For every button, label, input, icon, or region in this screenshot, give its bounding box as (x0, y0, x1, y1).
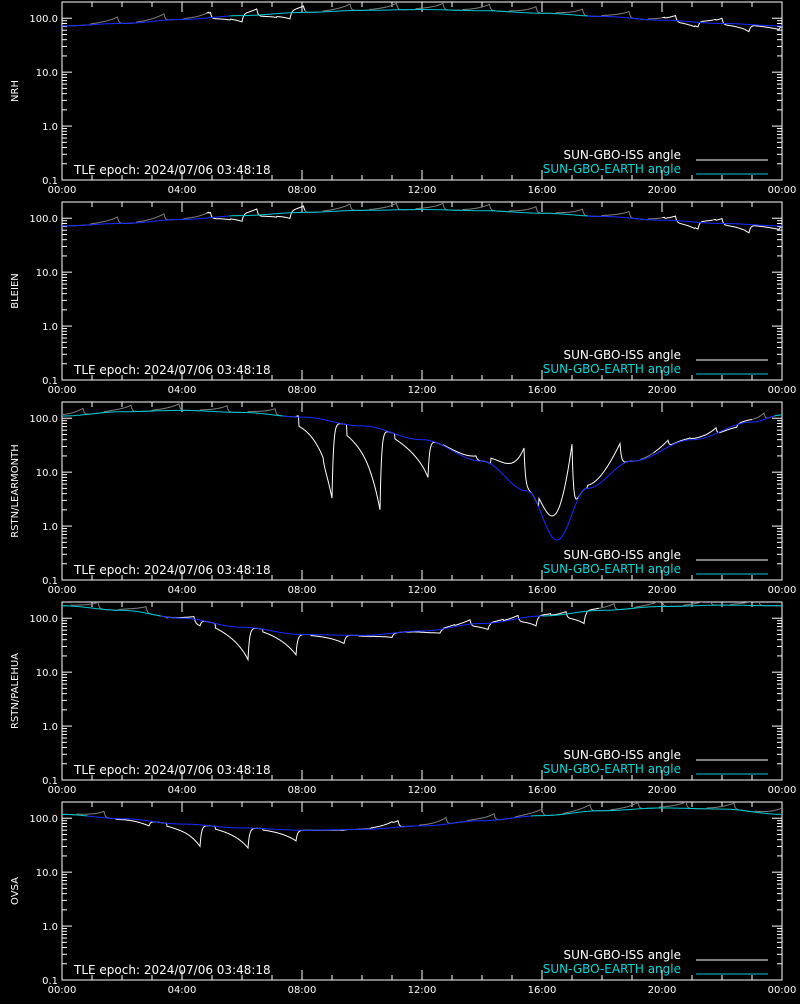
x-tick-label: 08:00 (288, 185, 317, 196)
x-tick-label: 20:00 (648, 985, 677, 996)
y-tick-label: 1.0 (42, 922, 58, 933)
y-axis-label: BLEIEN (10, 273, 21, 309)
iss-angle-line-sunlit (114, 819, 408, 849)
x-tick-label: 00:00 (768, 585, 797, 596)
x-tick-label: 08:00 (288, 785, 317, 796)
x-tick-label: 00:00 (768, 385, 797, 396)
earth-angle-line (230, 10, 589, 17)
y-tick-label: 100.0 (29, 414, 58, 425)
legend-earth-label: SUN-GBO-EARTH angle (543, 962, 681, 976)
x-tick-label: 04:00 (168, 185, 197, 196)
x-tick-label: 04:00 (168, 785, 197, 796)
x-tick-label: 04:00 (168, 385, 197, 396)
earth-angle-line (230, 210, 589, 217)
tle-epoch-label: TLE epoch: 2024/07/06 03:48:18 (73, 963, 271, 977)
x-tick-label: 12:00 (408, 585, 437, 596)
y-axis-label: RSTN/PALEHUA (10, 653, 21, 729)
tle-epoch-label: TLE epoch: 2024/07/06 03:48:18 (73, 563, 271, 577)
x-tick-label: 08:00 (288, 985, 317, 996)
legend-earth-label: SUN-GBO-EARTH angle (543, 162, 681, 176)
y-tick-label: 10.0 (36, 468, 58, 479)
x-tick-label: 16:00 (528, 385, 557, 396)
iss-angle-line-sunlit (297, 416, 636, 516)
y-axis-label: NRH (10, 80, 21, 102)
legend-iss-label: SUN-GBO-ISS angle (564, 348, 681, 362)
x-tick-label: 20:00 (648, 585, 677, 596)
tle-epoch-label: TLE epoch: 2024/07/06 03:48:18 (73, 363, 271, 377)
y-tick-label: 1.0 (42, 722, 58, 733)
earth-angle-line-low (88, 816, 532, 830)
plot-area (62, 404, 782, 540)
iss-angle-line-shadow (599, 599, 782, 610)
iss-angle-line-sunlit (207, 6, 306, 22)
x-tick-label: 04:00 (168, 585, 197, 596)
iss-angle-line-shadow (62, 602, 164, 616)
legend-iss-label: SUN-GBO-ISS angle (564, 748, 681, 762)
y-tick-label: 1.0 (42, 522, 58, 533)
legend-earth-label: SUN-GBO-EARTH angle (543, 762, 681, 776)
x-tick-label: 04:00 (168, 985, 197, 996)
x-tick-label: 00:00 (768, 185, 797, 196)
iss-angle-line-shadow (407, 802, 782, 827)
x-tick-label: 08:00 (288, 385, 317, 396)
x-tick-label: 16:00 (528, 185, 557, 196)
x-tick-label: 20:00 (648, 385, 677, 396)
plot-area (62, 203, 782, 232)
x-tick-label: 16:00 (528, 985, 557, 996)
y-axis-label: OVSA (10, 877, 21, 905)
x-tick-label: 16:00 (528, 585, 557, 596)
tle-epoch-label: TLE epoch: 2024/07/06 03:48:18 (73, 163, 271, 177)
tle-epoch-label: TLE epoch: 2024/07/06 03:48:18 (73, 763, 271, 777)
x-tick-label: 12:00 (408, 185, 437, 196)
x-tick-label: 00:00 (48, 785, 77, 796)
y-tick-label: 100.0 (29, 814, 58, 825)
x-tick-label: 12:00 (408, 985, 437, 996)
iss-angle-line-sunlit (207, 206, 306, 221)
x-tick-label: 00:00 (48, 385, 77, 396)
earth-angle-line (775, 415, 783, 416)
y-tick-label: 10.0 (36, 668, 58, 679)
y-tick-label: 100.0 (29, 14, 58, 25)
iss-angle-line-shadow (305, 203, 663, 219)
y-tick-label: 100.0 (29, 214, 58, 225)
legend-earth-label: SUN-GBO-EARTH angle (543, 562, 681, 576)
earth-angle-line-low (588, 16, 782, 26)
legend-iss-label: SUN-GBO-ISS angle (564, 548, 681, 562)
x-tick-label: 08:00 (288, 585, 317, 596)
x-tick-label: 16:00 (528, 785, 557, 796)
x-tick-label: 00:00 (48, 985, 77, 996)
x-tick-label: 20:00 (648, 785, 677, 796)
earth-angle-line-low (283, 416, 775, 540)
legend-earth-label: SUN-GBO-EARTH angle (543, 362, 681, 376)
earth-angle-line-low (161, 616, 543, 635)
x-tick-label: 00:00 (48, 585, 77, 596)
y-tick-label: 1.0 (42, 322, 58, 333)
x-tick-label: 00:00 (768, 785, 797, 796)
iss-angle-line-sunlit (714, 18, 783, 31)
y-tick-label: 10.0 (36, 268, 58, 279)
y-tick-label: 1.0 (42, 122, 58, 133)
legend-iss-label: SUN-GBO-ISS angle (564, 148, 681, 162)
y-axis-label: RSTN/LEARMONTH (10, 444, 21, 538)
y-tick-label: 10.0 (36, 68, 58, 79)
legend-iss-label: SUN-GBO-ISS angle (564, 948, 681, 962)
x-tick-label: 00:00 (768, 985, 797, 996)
y-tick-label: 10.0 (36, 868, 58, 879)
x-tick-label: 12:00 (408, 785, 437, 796)
x-tick-label: 20:00 (648, 185, 677, 196)
y-tick-label: 100.0 (29, 614, 58, 625)
x-tick-label: 00:00 (48, 185, 77, 196)
x-tick-label: 12:00 (408, 385, 437, 396)
iss-angle-line-shadow (305, 3, 663, 19)
